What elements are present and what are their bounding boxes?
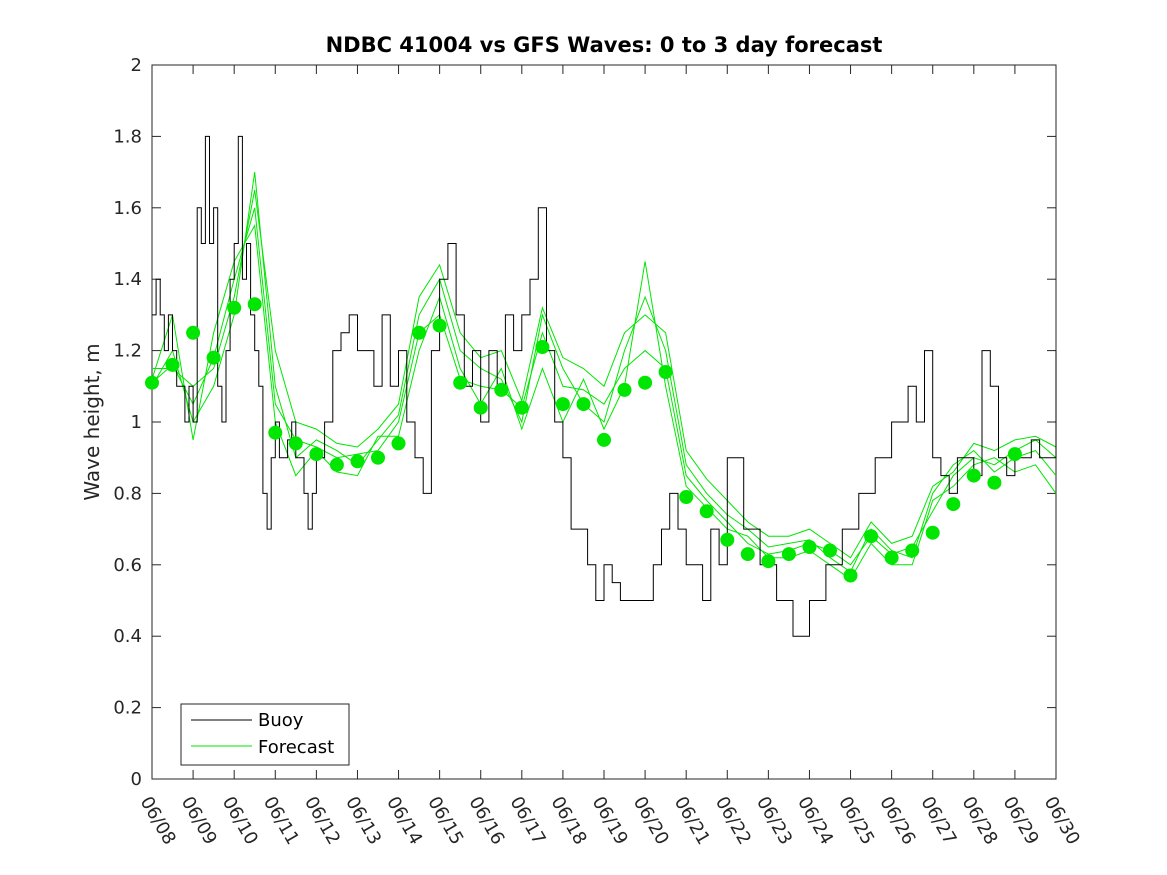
x-tick-label: 06/20 (629, 793, 673, 848)
forecast-point (432, 318, 447, 333)
chart-title: NDBC 41004 vs GFS Waves: 0 to 3 day fore… (326, 33, 883, 57)
forecast-point (227, 300, 242, 315)
x-tick-label: 06/27 (916, 793, 960, 848)
forecast-point (638, 375, 653, 390)
forecast-point (576, 397, 591, 412)
x-tick-label: 06/10 (218, 793, 262, 848)
forecast-point (535, 340, 550, 354)
x-tick-label: 06/15 (423, 793, 467, 848)
forecast-point (699, 504, 714, 519)
x-tick-label: 06/23 (752, 793, 796, 848)
forecast-point (268, 425, 283, 440)
x-tick-label: 06/26 (875, 793, 919, 848)
forecast-point (350, 454, 365, 469)
forecast-run-line (151, 172, 1057, 573)
x-tick-label: 06/28 (957, 793, 1001, 848)
forecast-point (453, 375, 468, 390)
forecast-point (371, 450, 385, 465)
x-tick-label: 06/13 (341, 793, 385, 848)
x-tick-label: 06/16 (464, 793, 508, 848)
x-tick-label: 06/09 (177, 793, 221, 848)
legend-label-buoy: Buoy (258, 710, 304, 731)
y-tick-label: 0.8 (113, 483, 142, 504)
x-tick-label: 06/08 (136, 793, 180, 848)
forecast-point (679, 490, 694, 504)
forecast-point (843, 568, 858, 583)
x-tick-label: 06/18 (547, 793, 591, 848)
forecast-point (740, 547, 755, 562)
forecast-run-line (151, 224, 1057, 580)
x-tick-label: 06/12 (300, 793, 344, 848)
x-tick-label: 06/19 (588, 793, 632, 848)
forecast-point (966, 468, 981, 483)
forecast-point (514, 400, 529, 415)
forecast-point (288, 436, 303, 451)
forecast-point (473, 400, 488, 415)
y-tick-label: 1.6 (113, 198, 142, 219)
forecast-point (206, 350, 221, 365)
x-tick-label: 06/14 (382, 793, 426, 848)
forecast-point (864, 529, 879, 544)
x-tick-label: 06/11 (259, 793, 303, 848)
y-tick-label: 1.4 (113, 269, 142, 290)
forecast-point (309, 447, 324, 462)
forecast-point (391, 436, 406, 451)
x-tick-label: 06/24 (793, 793, 837, 848)
forecast-point (823, 543, 837, 558)
y-tick-label: 2 (131, 55, 142, 76)
y-tick-label: 1.8 (113, 126, 142, 147)
legend: Buoy Forecast (180, 703, 350, 766)
forecast-point (720, 532, 735, 547)
y-axis-label: Wave height, m (80, 343, 104, 500)
x-tick-label: 06/30 (1040, 793, 1084, 848)
legend-label-forecast: Forecast (258, 737, 334, 758)
x-tick-label: 06/29 (999, 793, 1043, 848)
forecast-point (802, 540, 817, 554)
forecast-point (781, 547, 796, 562)
y-tick-label: 1 (131, 412, 142, 433)
forecast-point (925, 525, 940, 540)
x-tick-label: 06/22 (711, 793, 755, 848)
forecast-point (884, 550, 899, 565)
forecast-point (987, 475, 1002, 490)
forecast-point (186, 325, 201, 340)
forecast-point (905, 543, 920, 558)
y-tick-label: 0 (131, 769, 142, 790)
x-tick-label: 06/21 (670, 793, 714, 848)
forecast-point (555, 397, 570, 412)
forecast-markers (145, 297, 1022, 583)
forecast-point (597, 432, 611, 447)
y-tick-label: 0.4 (113, 626, 142, 647)
y-tick-label: 1.2 (113, 341, 142, 362)
forecast-point (946, 497, 961, 512)
forecast-point (658, 365, 673, 379)
forecast-point (1007, 447, 1022, 462)
forecast-run-line (152, 189, 1057, 559)
forecast-point (247, 297, 262, 312)
forecast-point (165, 357, 180, 372)
legend-box (180, 703, 350, 766)
forecast-point (761, 554, 776, 569)
forecast-point (617, 382, 632, 397)
forecast-point (145, 375, 159, 390)
forecast-point (412, 325, 427, 340)
y-tick-label: 0.2 (113, 698, 142, 719)
buoy-line (152, 135, 1057, 637)
x-tick-label: 06/17 (505, 793, 549, 848)
forecast-point (329, 457, 344, 472)
y-axis: 0 0.2 0.4 0.6 0.8 1 1.2 1.4 1.6 1.8 2 (113, 55, 1056, 790)
forecast-point (494, 382, 509, 397)
x-tick-label: 06/25 (834, 793, 878, 848)
y-tick-label: 0.6 (113, 555, 142, 576)
